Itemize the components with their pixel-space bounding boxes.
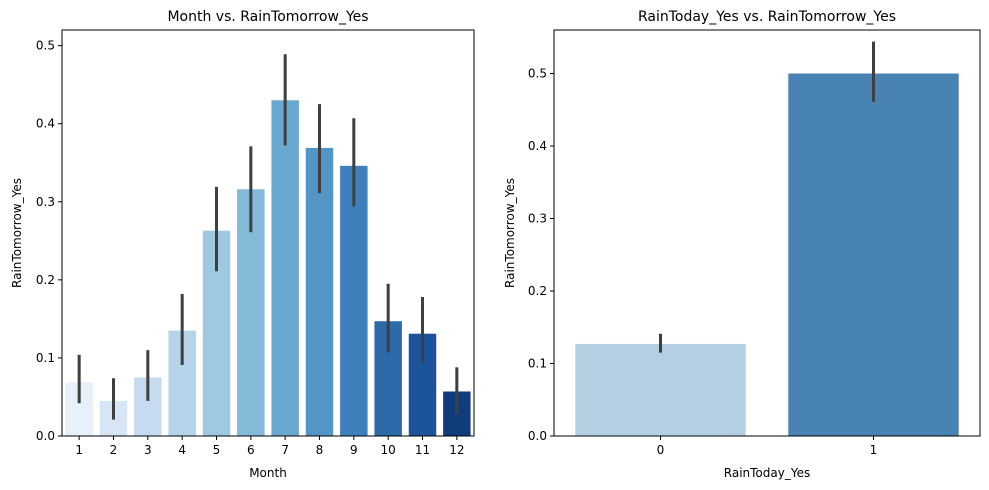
y-tick-label-raintoday-0.5: 0.5 <box>528 67 547 81</box>
chart-raintoday-plot-frame <box>553 29 981 437</box>
y-tick-label-month-0.5: 0.5 <box>36 39 55 53</box>
x-tick-label-month-9: 9 <box>350 443 358 457</box>
x-tick-label-month-10: 10 <box>381 443 396 457</box>
x-tick-label-raintoday-1: 1 <box>870 443 878 457</box>
chart-month-errorbars <box>77 54 459 420</box>
chart-month-bars <box>65 100 471 437</box>
chart-month: Month vs. RainTomorrow_Yes 0.00.10.20.30… <box>10 9 475 480</box>
y-tick-label-raintoday-0.4: 0.4 <box>528 139 547 153</box>
y-tick-label-month-0.2: 0.2 <box>36 273 55 287</box>
x-tick-label-month-8: 8 <box>316 443 324 457</box>
x-tick-label-month-7: 7 <box>281 443 289 457</box>
chart-month-plot-frame <box>61 29 475 437</box>
chart-raintoday-title: RainToday_Yes vs. RainTomorrow_Yes <box>638 9 896 25</box>
bar-month-7 <box>271 100 299 437</box>
x-tick-label-month-1: 1 <box>75 443 83 457</box>
chart-month-x-ticks: 1 2 3 4 5 6 7 8 9 10 11 12 <box>75 436 464 457</box>
bar-raintoday-0 <box>575 343 746 436</box>
chart-raintoday: RainToday_Yes vs. RainTomorrow_Yes 0.00.… <box>503 9 981 480</box>
chart-raintoday-y-label: RainTomorrow_Yes <box>503 178 517 288</box>
y-tick-label-raintoday-0.1: 0.1 <box>528 357 547 371</box>
bar-month-8 <box>305 147 334 436</box>
chart-month-y-label: RainTomorrow_Yes <box>10 178 24 288</box>
x-tick-label-month-2: 2 <box>110 443 118 457</box>
x-tick-label-month-4: 4 <box>178 443 186 457</box>
chart-raintoday-y-ticks: 0.0 0.1 0.2 0.3 0.4 0.5 <box>528 67 554 443</box>
y-tick-label-month-0.0: 0.0 <box>36 429 55 443</box>
chart-month-x-label: Month <box>249 466 287 480</box>
bar-raintoday-1 <box>788 73 959 436</box>
chart-month-title: Month vs. RainTomorrow_Yes <box>167 9 368 25</box>
y-tick-label-raintoday-0.3: 0.3 <box>528 212 547 226</box>
x-tick-label-month-11: 11 <box>415 443 430 457</box>
chart-raintoday-bars <box>575 73 959 436</box>
y-tick-label-month-0.1: 0.1 <box>36 351 55 365</box>
y-tick-label-month-0.3: 0.3 <box>36 195 55 209</box>
x-tick-label-month-3: 3 <box>144 443 152 457</box>
chart-raintoday-x-label: RainToday_Yes <box>724 466 810 480</box>
x-tick-label-month-12: 12 <box>449 443 464 457</box>
x-tick-label-raintoday-0: 0 <box>657 443 665 457</box>
y-tick-label-raintoday-0.2: 0.2 <box>528 284 547 298</box>
bar-month-9 <box>340 165 368 436</box>
x-tick-label-month-6: 6 <box>247 443 255 457</box>
chart-raintoday-errorbars <box>659 41 875 353</box>
y-tick-label-month-0.4: 0.4 <box>36 117 55 131</box>
x-tick-label-month-5: 5 <box>213 443 221 457</box>
y-tick-label-raintoday-0.0: 0.0 <box>528 429 547 443</box>
chart-month-y-ticks: 0.0 0.1 0.2 0.3 0.4 0.5 <box>36 39 62 443</box>
